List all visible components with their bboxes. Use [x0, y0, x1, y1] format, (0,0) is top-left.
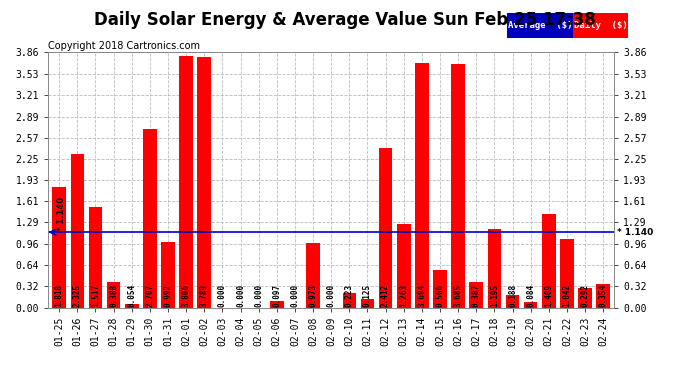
Bar [88, 207, 102, 308]
Text: 0.292: 0.292 [580, 284, 589, 307]
Text: 0.000: 0.000 [290, 284, 299, 307]
Bar [197, 57, 211, 308]
Text: 0.223: 0.223 [345, 284, 354, 307]
Text: Daily Solar Energy & Average Value Sun Feb 25 17:38: Daily Solar Energy & Average Value Sun F… [94, 11, 596, 29]
Text: 0.054: 0.054 [127, 284, 136, 307]
Text: 1.195: 1.195 [490, 284, 499, 307]
Text: 2.412: 2.412 [381, 284, 390, 307]
Text: 0.000: 0.000 [326, 284, 336, 307]
Bar [306, 243, 320, 308]
Text: Daily  ($): Daily ($) [573, 21, 627, 30]
Text: 1.818: 1.818 [55, 284, 63, 307]
Text: 3.806: 3.806 [181, 284, 190, 307]
Bar [361, 299, 374, 307]
Bar [52, 188, 66, 308]
Text: * 1.140: * 1.140 [57, 197, 66, 231]
Text: 0.000: 0.000 [218, 284, 227, 307]
Text: 0.992: 0.992 [164, 284, 172, 307]
Text: 0.354: 0.354 [599, 284, 608, 307]
Text: 0.188: 0.188 [508, 284, 517, 307]
Text: 0.125: 0.125 [363, 284, 372, 307]
Text: 1.042: 1.042 [562, 284, 571, 307]
Text: 0.000: 0.000 [236, 284, 245, 307]
Text: 1.409: 1.409 [544, 284, 553, 307]
Text: 0.000: 0.000 [254, 284, 263, 307]
Text: Copyright 2018 Cartronics.com: Copyright 2018 Cartronics.com [48, 41, 200, 51]
Bar [270, 301, 284, 307]
Text: 3.789: 3.789 [200, 284, 209, 307]
Bar [488, 228, 501, 308]
Text: 3.694: 3.694 [417, 284, 426, 307]
Bar [161, 242, 175, 308]
Bar [506, 295, 520, 307]
Text: 0.387: 0.387 [472, 284, 481, 307]
Bar [469, 282, 483, 308]
Bar [179, 56, 193, 308]
Bar [542, 214, 555, 308]
Bar [524, 302, 538, 307]
Text: * 1.140: * 1.140 [617, 228, 653, 237]
Text: 2.707: 2.707 [146, 284, 155, 307]
Text: 0.084: 0.084 [526, 284, 535, 307]
Bar [560, 238, 574, 308]
Text: 2.325: 2.325 [73, 284, 82, 307]
Text: 1.517: 1.517 [91, 284, 100, 307]
Bar [342, 293, 356, 308]
Text: 0.388: 0.388 [109, 284, 118, 307]
Text: 0.097: 0.097 [273, 284, 282, 307]
Text: 1.263: 1.263 [400, 284, 408, 307]
Bar [70, 154, 84, 308]
Bar [596, 284, 610, 308]
Bar [379, 148, 393, 308]
Text: 3.685: 3.685 [453, 284, 462, 307]
Text: 0.566: 0.566 [435, 284, 444, 307]
Bar [415, 63, 428, 308]
Text: Average  ($): Average ($) [508, 21, 572, 30]
Bar [578, 288, 592, 308]
Bar [433, 270, 447, 308]
Bar [107, 282, 120, 308]
Text: 0.973: 0.973 [308, 284, 317, 307]
Bar [125, 304, 139, 307]
Bar [451, 64, 465, 308]
Bar [143, 129, 157, 308]
Bar [397, 224, 411, 308]
